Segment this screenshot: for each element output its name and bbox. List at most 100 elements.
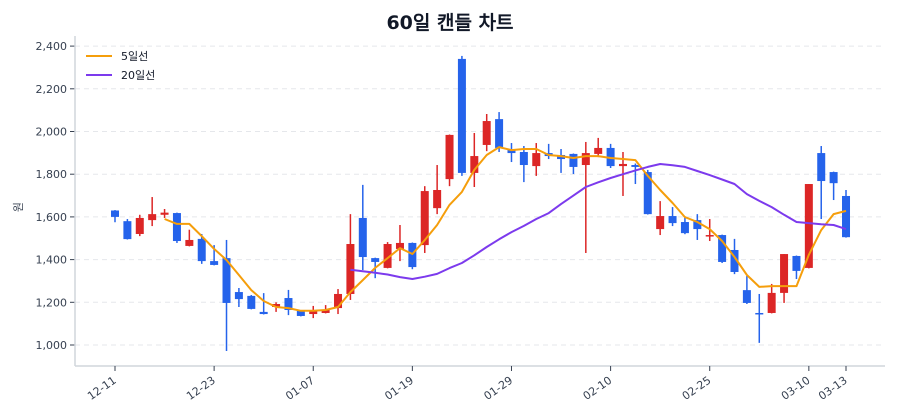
candle-body [705,235,714,237]
candle-body [346,244,355,294]
candle-body [829,172,838,184]
y-tick-label: 1,400 [36,254,68,267]
candle-up [470,132,479,188]
candle-down [172,212,181,243]
x-tick-label: 01-29 [482,374,516,403]
candle-body [247,295,256,309]
candle-body [111,210,119,217]
candle-down [495,112,504,152]
candle-up [445,134,454,187]
candle-down [842,189,851,238]
candle-body [631,165,640,167]
candle-up [309,305,318,319]
candle-body [693,220,702,230]
candle-down [718,234,727,264]
candle-body [259,311,268,315]
candle-down [234,287,243,307]
candle-up [420,186,429,253]
x-tick-label: 01-07 [283,374,317,403]
candle-down [631,163,640,185]
candle-body [197,238,206,262]
candle-body [780,254,789,293]
candle-up [334,289,343,315]
candle-body [755,312,764,315]
x-tick-label: 03-13 [816,374,850,403]
candle-body [383,244,392,268]
candle-body [656,216,665,230]
candle-body [643,172,652,215]
candles [111,55,851,351]
candle-down [222,239,231,351]
candle-down [569,153,578,174]
ma5-line [164,146,847,312]
candle-up [532,143,541,176]
candle-down [668,207,677,227]
candle-up [160,209,169,218]
legend: 5일선 20일선 [86,49,155,82]
candle-body [172,213,181,242]
candle-down [817,146,826,220]
candle-body [817,153,826,182]
candle-body [222,258,231,303]
candle-up [346,214,355,300]
candle-body [804,184,813,268]
candle-body [408,242,417,268]
candle-body [581,153,590,166]
candle-down [606,143,615,169]
y-tick-label: 2,200 [36,83,68,96]
x-tick-label: 02-25 [680,374,714,403]
candle-down [247,295,256,310]
candle-up [433,165,442,215]
candle-body [123,221,132,240]
legend-label: 20일선 [121,68,155,82]
chart-title: 60일 캔들 차트 [386,12,514,34]
moving-average-lines [164,146,847,312]
candle-body [358,217,367,258]
candle-body [160,212,169,215]
candle-down [693,214,702,240]
candle-up [383,242,392,269]
candle-down [680,216,689,235]
candle-body [309,310,318,315]
candle-down [519,146,528,183]
y-axis-label: 원 [12,202,25,212]
candle-up [594,137,603,158]
candle-body [482,121,491,145]
legend-label: 5일선 [121,49,148,63]
candle-down [197,233,206,264]
candle-body [433,189,442,209]
candle-body [135,217,144,234]
candle-down [792,255,801,280]
candle-body [718,235,727,262]
candle-body [618,163,627,167]
candle-down [457,55,466,176]
candle-up [482,113,491,152]
candle-body [371,258,380,262]
x-tick-label: 02-10 [581,374,615,403]
candle-down [742,276,751,305]
x-tick-label: 12-11 [85,374,119,403]
candle-body [148,214,157,221]
candle-body [495,119,504,148]
candle-up [395,225,404,262]
candle-up [780,254,789,303]
candle-down [544,143,553,160]
candle-down [755,293,764,343]
candle-body [680,222,689,234]
candle-up [581,141,590,253]
candle-body [470,156,479,173]
candle-down [408,242,417,270]
candle-down [111,210,119,223]
x-tick-label: 03-10 [779,374,813,403]
x-tick-label: 01-19 [382,374,416,403]
candle-body [234,292,243,300]
candle-body [272,304,281,307]
y-tick-label: 1,200 [36,296,68,309]
candle-body [321,309,330,313]
candle-body [519,151,528,166]
candle-up [185,229,194,247]
candle-body [457,58,466,173]
candle-down [358,184,367,271]
